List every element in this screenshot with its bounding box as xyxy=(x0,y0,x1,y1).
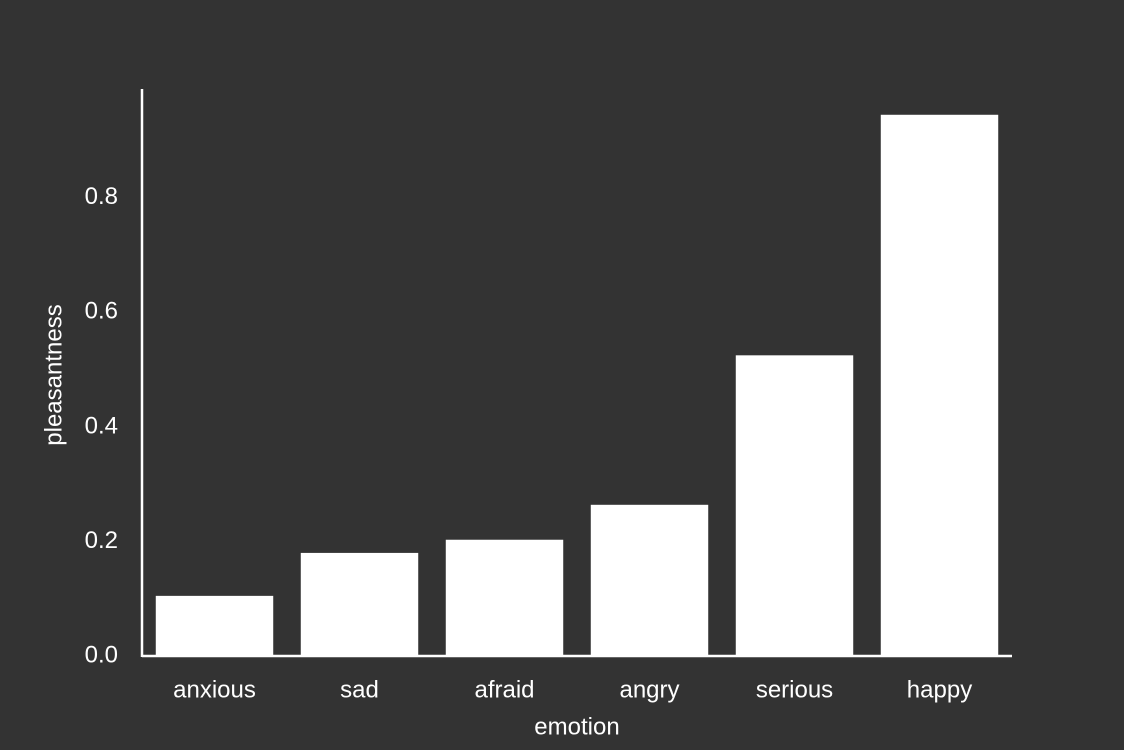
y-tick-label: 0.6 xyxy=(85,298,118,325)
y-tick-label: 0.4 xyxy=(85,412,118,439)
x-tick-label: serious xyxy=(756,676,833,703)
x-tick-label: happy xyxy=(907,676,972,703)
bar xyxy=(590,504,709,656)
bar xyxy=(155,595,274,656)
y-tick-label: 0.2 xyxy=(85,527,118,554)
x-axis-label: emotion xyxy=(534,713,619,740)
x-tick-label: anxious xyxy=(173,676,256,703)
y-axis-label: pleasantness xyxy=(40,304,67,445)
x-tick-label: sad xyxy=(340,676,379,703)
bar xyxy=(300,552,419,656)
bar xyxy=(735,355,854,656)
y-tick-label: 0.0 xyxy=(85,641,118,668)
x-tick-label: afraid xyxy=(474,676,534,703)
y-tick-label: 0.8 xyxy=(85,183,118,210)
bar xyxy=(445,539,564,656)
x-tick-label: angry xyxy=(619,676,679,703)
bar xyxy=(880,114,999,657)
